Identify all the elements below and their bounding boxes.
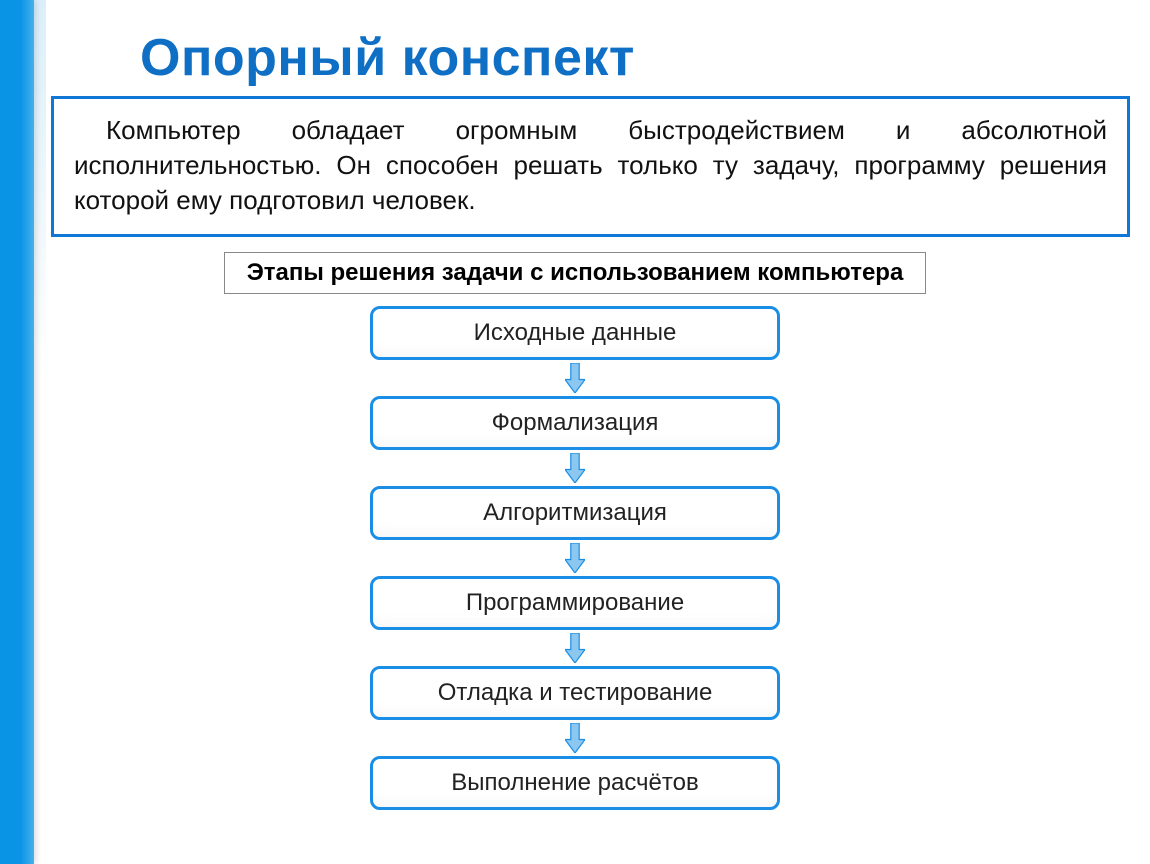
flow-step-label: Алгоритмизация	[483, 499, 667, 527]
flow-arrow-icon	[565, 723, 585, 753]
flow-arrow-icon	[565, 453, 585, 483]
flow-arrow-icon	[565, 363, 585, 393]
flow-step-label: Исходные данные	[474, 319, 677, 347]
subtitle-box: Этапы решения задачи с использованием ко…	[224, 252, 927, 294]
flow-step-label: Отладка и тестирование	[438, 679, 713, 707]
flow-step: Формализация	[370, 396, 780, 450]
flow-step: Выполнение расчётов	[370, 756, 780, 810]
intro-box: Компьютер обладает огромным быстродейств…	[51, 96, 1130, 237]
flow-arrow-icon	[565, 633, 585, 663]
flow-step-label: Программирование	[466, 589, 684, 617]
flow-step-label: Выполнение расчётов	[451, 769, 698, 797]
intro-text: Компьютер обладает огромным быстродейств…	[74, 113, 1107, 218]
page-title: Опорный конспект	[140, 28, 635, 88]
slide: Опорный конспект Компьютер обладает огро…	[0, 0, 1150, 864]
flowchart: Исходные данные Формализация Алгоритмиза…	[0, 306, 1150, 810]
flow-step: Исходные данные	[370, 306, 780, 360]
flow-arrow-icon	[565, 543, 585, 573]
subtitle-wrap: Этапы решения задачи с использованием ко…	[100, 252, 1050, 294]
flow-step: Отладка и тестирование	[370, 666, 780, 720]
flow-step-label: Формализация	[492, 409, 659, 437]
flow-step: Алгоритмизация	[370, 486, 780, 540]
flow-step: Программирование	[370, 576, 780, 630]
